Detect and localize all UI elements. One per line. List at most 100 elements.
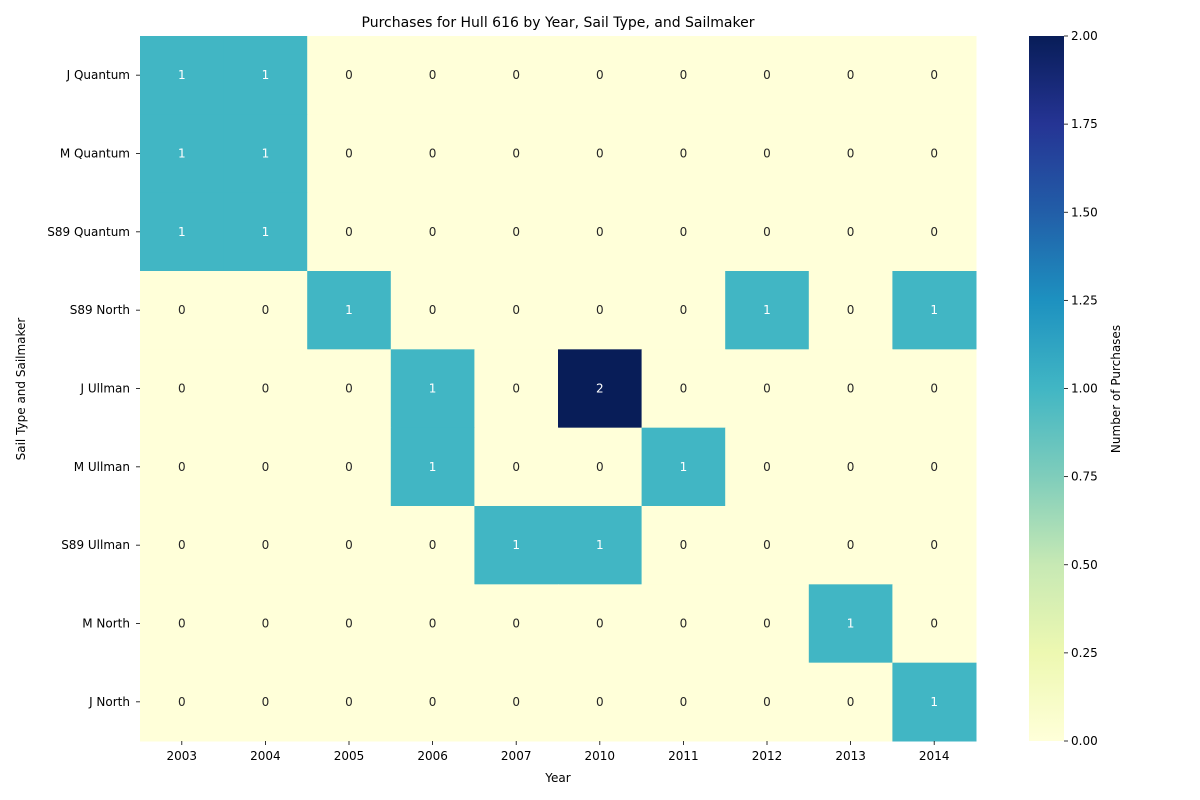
cell-value-label: 0 xyxy=(429,695,437,709)
cell-value-label: 0 xyxy=(680,695,688,709)
colorbar-tick-label: 1.50 xyxy=(1071,205,1098,219)
cell-value-label: 0 xyxy=(262,695,270,709)
heatmap-cell xyxy=(223,506,308,585)
heatmap-cell xyxy=(558,192,643,272)
heatmap-cell xyxy=(474,584,559,664)
heatmap-cell xyxy=(307,36,392,115)
cell-value-label: 0 xyxy=(680,225,688,239)
heatmap-cell xyxy=(140,114,225,194)
x-tick-label: 2003 xyxy=(167,749,198,763)
heatmap-cell xyxy=(390,506,475,585)
heatmap-cell xyxy=(558,271,643,350)
cell-value-label: 1 xyxy=(930,695,938,709)
cell-value-label: 0 xyxy=(345,382,353,396)
heatmap-cell xyxy=(641,192,726,272)
x-axis-label: Year xyxy=(544,771,570,785)
heatmap-cell xyxy=(390,349,475,429)
heatmap-cell xyxy=(474,662,559,742)
heatmap-cell xyxy=(892,349,977,429)
colorbar-ticks: 0.00 0.25 0.50 0.75 1.00 1.25 1.50 1.75 2.00 xyxy=(1064,29,1098,748)
heatmap-cell xyxy=(725,584,810,664)
heatmap-cell xyxy=(223,662,308,742)
heatmap-cell xyxy=(892,271,977,350)
cell-value-label: 0 xyxy=(429,147,437,161)
heatmap-cell xyxy=(223,349,308,429)
heatmap-cell xyxy=(808,36,893,115)
cell-value-label: 0 xyxy=(178,617,186,631)
cell-value-label: 0 xyxy=(262,303,270,317)
heatmap-cell xyxy=(390,192,475,272)
cell-value-label: 0 xyxy=(178,695,186,709)
cell-value-label: 0 xyxy=(763,460,771,474)
heatmap-cell xyxy=(307,506,392,585)
cell-value-label: 0 xyxy=(847,382,855,396)
colorbar-tick-label: 1.00 xyxy=(1071,382,1098,396)
heatmap-cell xyxy=(307,662,392,742)
cell-value-label: 1 xyxy=(512,538,520,552)
heatmap-cell-labels: 1 1 0 0 0 0 0 0 0 0 1 1 0 0 0 0 0 0 0 0 1 1 0 0 0 0 0 0 0 0 0 0 1 0 0 0 0 1 0 1… xyxy=(178,68,938,709)
cell-value-label: 0 xyxy=(930,460,938,474)
cell-value-label: 2 xyxy=(596,382,604,396)
heatmap-cell xyxy=(725,114,810,194)
cell-value-label: 0 xyxy=(763,147,771,161)
heatmap-cell xyxy=(725,349,810,429)
cell-value-label: 0 xyxy=(345,147,353,161)
x-tick-label: 2012 xyxy=(752,749,783,763)
cell-value-label: 0 xyxy=(596,695,604,709)
y-tick-label: S89 North xyxy=(70,303,130,317)
cell-value-label: 0 xyxy=(345,617,353,631)
cell-value-label: 0 xyxy=(763,695,771,709)
cell-value-label: 0 xyxy=(262,460,270,474)
heatmap-cell xyxy=(892,662,977,742)
heatmap-cell xyxy=(892,427,977,507)
cell-value-label: 0 xyxy=(930,382,938,396)
y-tick-label: M North xyxy=(82,617,130,631)
cell-value-label: 0 xyxy=(847,303,855,317)
cell-value-label: 0 xyxy=(345,695,353,709)
cell-value-label: 0 xyxy=(178,538,186,552)
y-tick-label: J Quantum xyxy=(66,68,130,82)
heatmap-cell xyxy=(808,427,893,507)
cell-value-label: 0 xyxy=(680,538,688,552)
heatmap-cell xyxy=(390,662,475,742)
heatmap-cell xyxy=(558,662,643,742)
heatmap-cell xyxy=(725,662,810,742)
x-tick-label: 2005 xyxy=(334,749,365,763)
cell-value-label: 1 xyxy=(930,303,938,317)
heatmap-cell xyxy=(892,114,977,194)
heatmap-cell xyxy=(641,271,726,350)
heatmap-cell xyxy=(223,584,308,664)
cell-value-label: 0 xyxy=(345,225,353,239)
heatmap-cell xyxy=(223,427,308,507)
x-tick-label: 2004 xyxy=(250,749,281,763)
heatmap-cell xyxy=(390,427,475,507)
cell-value-label: 0 xyxy=(429,617,437,631)
heatmap-cell xyxy=(474,36,559,115)
cell-value-label: 0 xyxy=(680,303,688,317)
heatmap-cell xyxy=(223,36,308,115)
heatmap-cell xyxy=(641,427,726,507)
colorbar-tick-label: 1.75 xyxy=(1071,117,1098,131)
heatmap-cell xyxy=(474,192,559,272)
heatmap-cell xyxy=(140,427,225,507)
y-tick-label: S89 Ullman xyxy=(61,538,130,552)
heatmap-cell xyxy=(307,584,392,664)
colorbar-tick-label: 0.25 xyxy=(1071,646,1098,660)
cell-value-label: 0 xyxy=(345,68,353,82)
y-tick-label: S89 Quantum xyxy=(47,225,130,239)
heatmap-cell xyxy=(808,192,893,272)
heatmap-cell xyxy=(808,271,893,350)
colorbar-tick-label: 0.00 xyxy=(1071,734,1098,748)
heatmap-cell xyxy=(223,192,308,272)
cell-value-label: 0 xyxy=(763,617,771,631)
cell-value-label: 0 xyxy=(847,147,855,161)
heatmap-cell xyxy=(641,506,726,585)
cell-value-label: 1 xyxy=(262,68,270,82)
heatmap-cell xyxy=(140,506,225,585)
heatmap-cell xyxy=(390,271,475,350)
heatmap-cell xyxy=(223,271,308,350)
heatmap-cell xyxy=(808,349,893,429)
cell-value-label: 1 xyxy=(262,147,270,161)
heatmap-cell xyxy=(808,506,893,585)
heatmap-cell xyxy=(474,349,559,429)
